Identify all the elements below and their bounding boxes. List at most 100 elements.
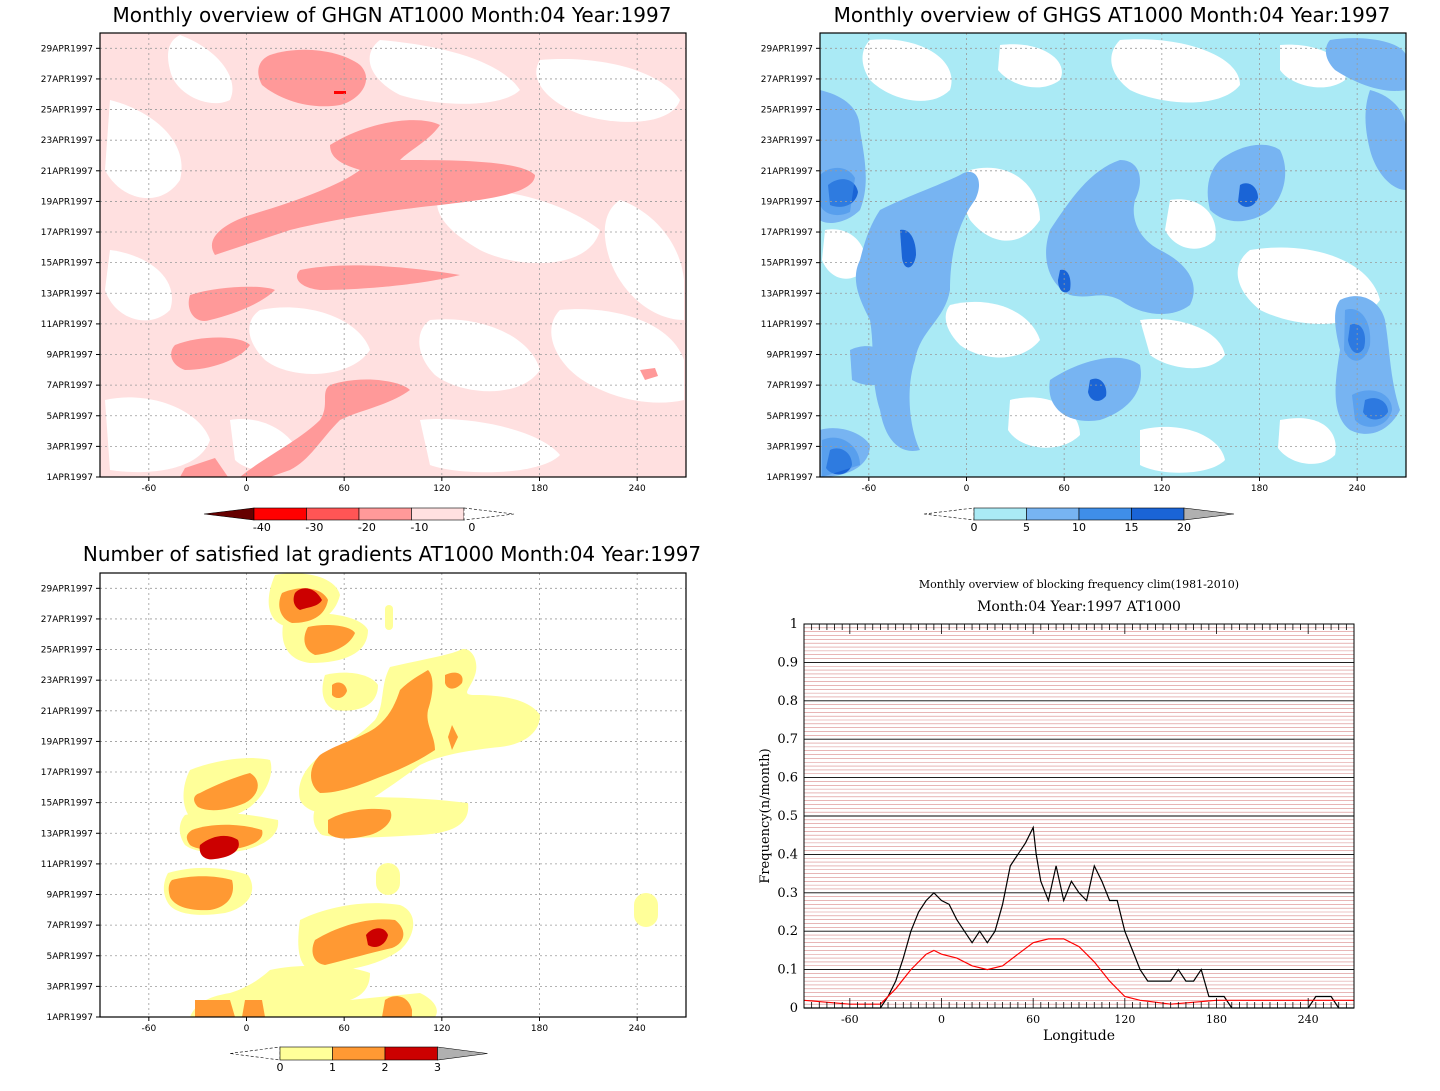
- colorbar-label: 20: [1177, 521, 1191, 534]
- y-tick-label: 5APR1997: [47, 952, 93, 962]
- x-tick-label: -60: [141, 484, 156, 494]
- y-tick-label: 29APR1997: [761, 44, 813, 54]
- y-tick-label: 19APR1997: [41, 197, 93, 207]
- ghgs-plot: -60 0 60 120 180 240 1APR1997 3APR1997 5APR1997 7…: [761, 32, 1407, 494]
- colorbar-box: [279, 1046, 333, 1061]
- y-tick-label: 0: [790, 1001, 798, 1016]
- ghgs-title: Monthly overview of GHGS AT1000 Month:04…: [834, 3, 1391, 27]
- y-tick-label: 15APR1997: [761, 259, 813, 269]
- colorbar-box: [1026, 507, 1080, 521]
- colorbar-label: 10: [1072, 521, 1086, 534]
- y-tick-label: 13APR1997: [761, 289, 813, 299]
- y-tick-label: 9APR1997: [47, 891, 93, 901]
- x-tick-label: -60: [841, 1013, 859, 1026]
- colorbar-left-triangle: [203, 507, 255, 521]
- colorbar-left-triangle: [229, 1046, 281, 1061]
- colorbar-box: [306, 507, 360, 521]
- x-tick-label: 240: [629, 1024, 646, 1034]
- y-tick-label: 27APR1997: [761, 75, 813, 85]
- y-tick-label: 21APR1997: [761, 167, 813, 177]
- y-tick-label: 3APR1997: [47, 982, 93, 992]
- x-tick-label: 60: [338, 1024, 350, 1034]
- colorbar-box: [384, 1046, 438, 1061]
- y-tick-label: 0.5: [777, 809, 798, 824]
- x-tick-label: 180: [531, 1024, 548, 1034]
- colorbar-label: 3: [434, 1061, 441, 1074]
- colorbar-label: -30: [305, 521, 323, 534]
- ghgn-white-regions: [105, 35, 684, 473]
- x-tick-label: 0: [244, 484, 250, 494]
- gradients-colorbar: 0 1 2 3: [229, 1046, 488, 1074]
- x-tick-label: 60: [1026, 1013, 1040, 1026]
- x-tick-label: 120: [433, 1024, 450, 1034]
- ghgs-frame: [819, 32, 1407, 478]
- x-tick-label: 240: [1349, 484, 1366, 494]
- colorbar-box: [358, 507, 412, 521]
- y-tick-label: 27APR1997: [41, 75, 93, 85]
- y-tick-label: 7APR1997: [47, 921, 93, 931]
- y-tick-label: 17APR1997: [41, 768, 93, 778]
- y-tick-label: 1: [790, 617, 798, 632]
- y-tick-label: 7APR1997: [767, 381, 813, 391]
- colorbar-box: [973, 507, 1027, 521]
- colorbar-label: -40: [253, 521, 271, 534]
- y-tick-label: 13APR1997: [41, 289, 93, 299]
- ghgn-frame: [99, 32, 687, 478]
- colorbar-right-triangle: [437, 1046, 488, 1061]
- y-tick-label: 7APR1997: [47, 381, 93, 391]
- y-tick-label: 9APR1997: [767, 351, 813, 361]
- y-tick-label: 0.1: [777, 963, 798, 978]
- x-tick-label: -60: [141, 1024, 156, 1034]
- y-tick-label: 0.2: [777, 924, 798, 939]
- y-tick-label: 0.6: [777, 771, 798, 786]
- y-tick-label: 21APR1997: [41, 707, 93, 717]
- y-tick-label: 23APR1997: [41, 676, 93, 686]
- y-tick-label: 0.8: [777, 694, 798, 709]
- y-tick-label: 29APR1997: [41, 44, 93, 54]
- gradients-plot: -60 0 60 120 180 240 1APR1997 3APR1997 5APR1997 7…: [41, 572, 687, 1034]
- ghgn-axes: -60 0 60 120 180 240 1APR1997 3APR1997 5APR1997 7…: [41, 44, 646, 494]
- y-tick-label: 11APR1997: [41, 320, 93, 330]
- colorbar-label: 2: [382, 1061, 389, 1074]
- frequency-series: [803, 825, 1354, 1009]
- frequency-subtitle: Month:04 Year:1997 AT1000: [977, 599, 1181, 615]
- colorbar-label: 5: [1023, 521, 1030, 534]
- y-tick-label: 23APR1997: [41, 136, 93, 146]
- series-line-red: [803, 938, 1354, 1005]
- y-tick-label: 25APR1997: [41, 646, 93, 656]
- colorbar-right-triangle: [463, 507, 515, 521]
- y-tick-label: 21APR1997: [41, 167, 93, 177]
- y-tick-label: 25APR1997: [761, 106, 813, 116]
- y-tick-label: 0.9: [777, 655, 798, 670]
- colorbar-label: 1: [329, 1061, 336, 1074]
- x-tick-label: -60: [861, 484, 876, 494]
- x-tick-label: 180: [531, 484, 548, 494]
- y-tick-label: 13APR1997: [41, 829, 93, 839]
- colorbar-box: [253, 507, 307, 521]
- y-tick-label: 0.7: [777, 732, 798, 747]
- x-tick-label: 60: [338, 484, 350, 494]
- x-tick-label: 180: [1251, 484, 1268, 494]
- y-tick-label: 25APR1997: [41, 106, 93, 116]
- gradients-red-regions: [199, 588, 388, 947]
- ghgn-gridlines: [100, 33, 686, 477]
- ghgs-axes: -60 0 60 120 180 240 1APR1997 3APR1997 5APR1997 7…: [761, 44, 1366, 494]
- y-tick-label: 15APR1997: [41, 799, 93, 809]
- series-line-black: [804, 825, 1354, 1009]
- y-tick-label: 1APR1997: [47, 1013, 93, 1023]
- colorbar-box: [411, 507, 465, 521]
- y-tick-label: 17APR1997: [761, 228, 813, 238]
- y-tick-label: 15APR1997: [41, 259, 93, 269]
- y-tick-label: 29APR1997: [41, 584, 93, 594]
- ghgn-title: Monthly overview of GHGN AT1000 Month:04…: [113, 3, 672, 27]
- y-tick-label: 3APR1997: [47, 442, 93, 452]
- ghgs-gridlines: [820, 33, 1406, 477]
- ghgn-colorbar: -40 -30 -20 -10 0: [203, 507, 515, 534]
- y-tick-label: 0.3: [777, 886, 798, 901]
- gradients-frame: [99, 572, 687, 1018]
- gradients-title: Number of satisfied lat gradients AT1000…: [83, 545, 701, 566]
- y-tick-label: 19APR1997: [761, 197, 813, 207]
- frequency-minor-gridlines: [804, 627, 1354, 1005]
- x-tick-label: 240: [629, 484, 646, 494]
- frequency-title: Monthly overview of blocking frequency c…: [919, 578, 1239, 591]
